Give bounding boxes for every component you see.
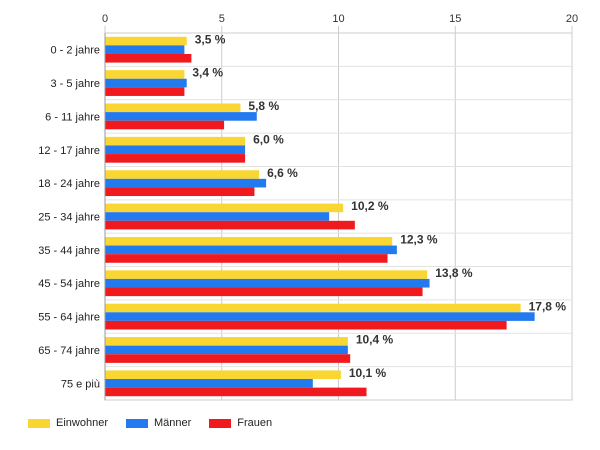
- y-category-label: 12 - 17 jahre: [38, 145, 100, 157]
- bar-einwohner-5: [105, 203, 344, 213]
- bar-mnner-5: [105, 212, 330, 221]
- bar-frauen-6: [105, 254, 388, 263]
- bar-frauen-8: [105, 320, 507, 330]
- bar-frauen-0: [105, 53, 192, 63]
- legend-item-einwohner: Einwohner: [28, 417, 108, 429]
- bar-frauen-9: [105, 354, 351, 363]
- bar-einwohner-10: [105, 370, 341, 380]
- bar-einwohner-4: [105, 170, 260, 179]
- bar-mnner-8: [105, 312, 535, 321]
- legend-swatch-maenner: [125, 418, 148, 428]
- y-category-label: 3 - 5 jahre: [50, 78, 100, 90]
- bar-frauen-10: [105, 387, 367, 397]
- data-label: 5,8 %: [248, 99, 279, 113]
- bar-einwohner-3: [105, 136, 246, 146]
- y-category-label: 25 - 34 jahre: [38, 212, 100, 224]
- bar-mnner-10: [105, 379, 313, 388]
- bar-einwohner-9: [105, 337, 348, 346]
- bar-einwohner-0: [105, 36, 187, 46]
- x-tick-label: 5: [219, 13, 225, 25]
- bar-mnner-3: [105, 145, 246, 155]
- bar-frauen-5: [105, 220, 355, 230]
- legend-item-maenner: Männer: [125, 417, 192, 429]
- y-category-label: 75 e più: [61, 378, 100, 390]
- bar-mnner-2: [105, 112, 257, 121]
- bar-mnner-1: [105, 78, 187, 88]
- legend-swatch-frauen: [209, 418, 232, 428]
- bar-einwohner-2: [105, 103, 241, 113]
- bar-frauen-2: [105, 120, 225, 130]
- data-label: 13,8 %: [435, 266, 473, 280]
- bar-einwohner-8: [105, 303, 521, 313]
- data-label: 6,0 %: [253, 132, 284, 146]
- data-label: 6,6 %: [267, 166, 298, 180]
- bar-einwohner-6: [105, 236, 393, 246]
- legend-label-einwohner: Einwohner: [56, 417, 108, 429]
- data-label: 17,8 %: [529, 299, 567, 313]
- bar-frauen-3: [105, 154, 246, 163]
- y-category-label: 55 - 64 jahre: [38, 312, 100, 324]
- y-category-label: 65 - 74 jahre: [38, 345, 100, 357]
- y-category-label: 35 - 44 jahre: [38, 245, 100, 257]
- legend-swatch-einwohner: [28, 418, 50, 428]
- data-label: 12,3 %: [400, 233, 438, 247]
- bar-frauen-7: [105, 287, 423, 297]
- bar-frauen-4: [105, 187, 255, 197]
- y-category-label: 45 - 54 jahre: [38, 278, 100, 290]
- y-category-label: 18 - 24 jahre: [38, 178, 100, 190]
- bar-mnner-7: [105, 278, 430, 288]
- x-tick-label: 20: [566, 13, 578, 25]
- bar-mnner-0: [105, 45, 185, 54]
- legend-item-frauen: Frauen: [209, 417, 272, 429]
- x-tick-label: 0: [102, 13, 108, 25]
- data-label: 10,1 %: [349, 366, 387, 380]
- data-label: 3,4 %: [192, 66, 223, 80]
- bar-mnner-6: [105, 245, 397, 255]
- legend-label-maenner: Männer: [153, 417, 192, 429]
- bar-mnner-4: [105, 178, 267, 188]
- bar-einwohner-1: [105, 70, 185, 79]
- legend: Einwohner Männer Frauen: [28, 417, 290, 429]
- bar-mnner-9: [105, 345, 348, 355]
- y-category-label: 0 - 2 jahre: [50, 45, 100, 57]
- x-tick-label: 15: [449, 13, 461, 25]
- data-label: 10,2 %: [351, 199, 389, 213]
- bar-einwohner-7: [105, 270, 428, 279]
- data-label: 3,5 %: [195, 32, 226, 46]
- y-category-label: 6 - 11 jahre: [45, 111, 100, 123]
- data-label: 10,4 %: [356, 333, 394, 347]
- legend-label-frauen: Frauen: [237, 417, 273, 429]
- bar-frauen-1: [105, 87, 185, 96]
- x-tick-label: 10: [332, 13, 344, 25]
